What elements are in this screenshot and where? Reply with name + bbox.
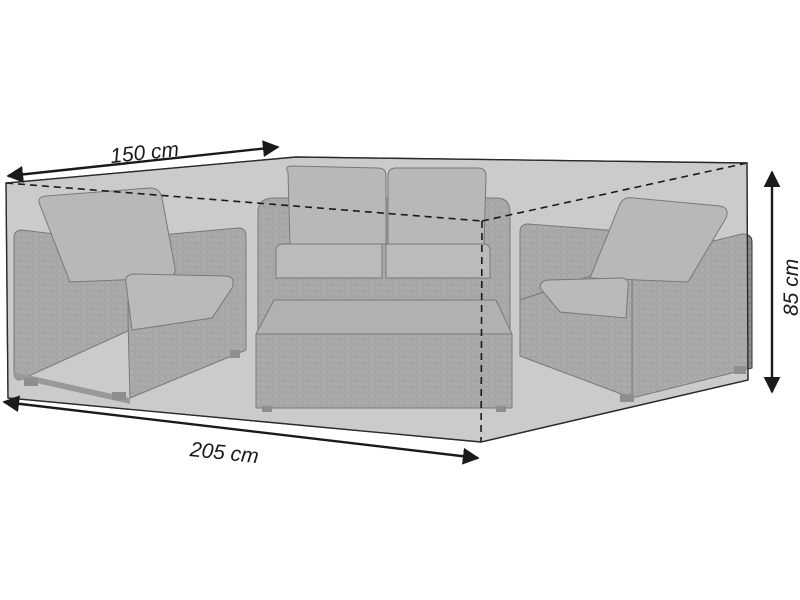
cover-overlay <box>6 157 748 442</box>
width-label: 205 cm <box>188 438 260 468</box>
height-label: 85 cm <box>780 259 800 316</box>
left-armchair <box>13 187 247 404</box>
hidden-edges <box>5 162 748 443</box>
width-arrow <box>2 395 480 465</box>
loveseat <box>257 165 511 331</box>
depth-label: 150 cm <box>109 138 180 168</box>
right-armchair <box>519 197 753 402</box>
height-dimension: 85 cm <box>763 170 800 394</box>
depth-arrow <box>6 140 280 183</box>
